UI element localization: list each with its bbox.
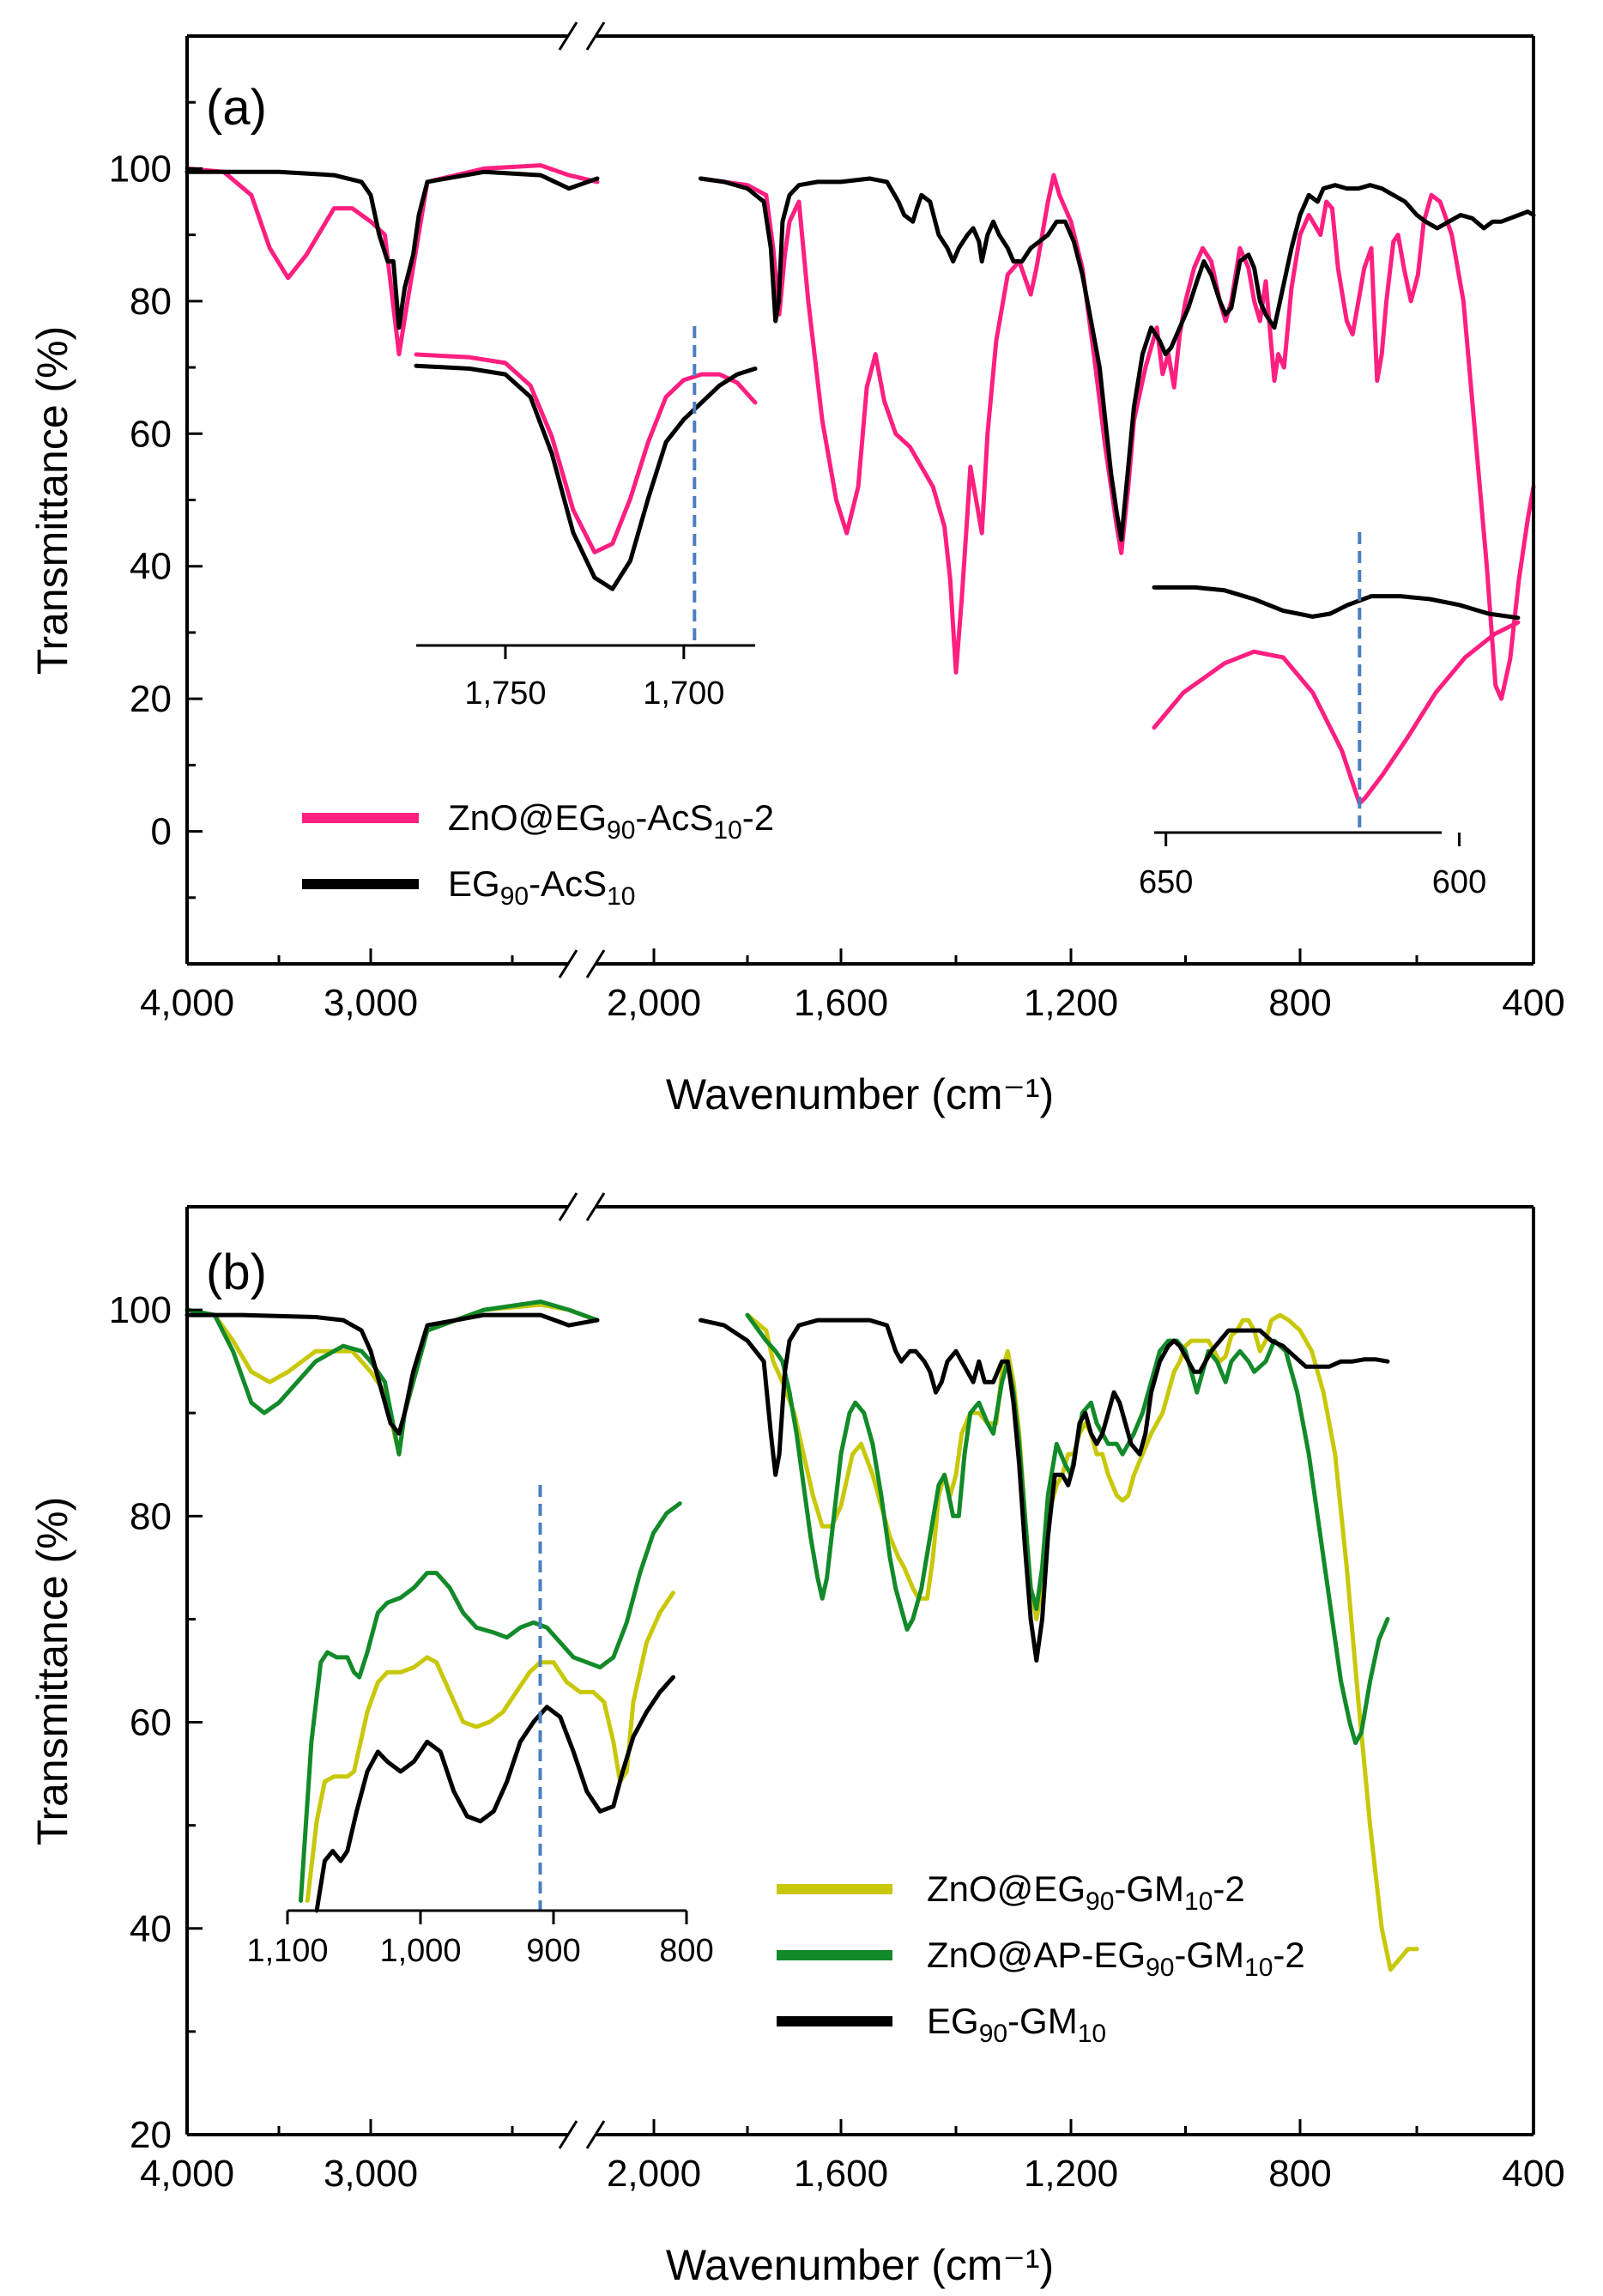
panel-a: 1,750 1,700 650 600 0 20 40 60 80 100 4,000 3,000…: [28, 21, 1565, 1118]
x-tick-label: 4,000: [140, 982, 234, 1024]
x-tick-label: 800: [1268, 982, 1331, 1024]
series-line: [184, 1299, 600, 1457]
x-tick-label: 1,200: [1024, 982, 1118, 1024]
x-axis-label: Wavenumber (cm⁻¹): [666, 2241, 1054, 2289]
x-tick-label: 1,600: [794, 2153, 888, 2195]
x-tick-label: 800: [1268, 2153, 1331, 2195]
series-line: [699, 176, 1536, 542]
panel-b: 1,100 1,000 900 800 20 40 60 80 100 4,000 3,000 2…: [28, 1192, 1565, 2289]
x-tick-label: 4,000: [140, 2153, 234, 2195]
panel-label: (a): [206, 80, 267, 136]
y-axis-label: Transmittance (%): [28, 326, 76, 675]
legend-entry: ZnO@AP-EG90-GM10-2: [927, 1935, 1305, 1982]
inset-x-tick-label: 900: [526, 1933, 580, 1969]
y-tick-label: 20: [130, 2114, 172, 2156]
legend-entry: ZnO@EG90-AcS10-2: [448, 797, 774, 845]
series-line: [184, 163, 600, 357]
panel-label: (b): [206, 1245, 267, 1300]
inset-x-tick-label: 1,100: [246, 1933, 328, 1969]
inset-series-line: [314, 1675, 675, 1913]
y-tick-label: 100: [109, 148, 172, 190]
x-tick-label: 1,600: [794, 982, 888, 1024]
axis-break-bottom: [558, 2120, 606, 2149]
x-tick-label: 2,000: [607, 2153, 701, 2195]
x-axis-label: Wavenumber (cm⁻¹): [666, 1070, 1054, 1118]
x-tick-label: 400: [1502, 982, 1564, 1024]
inset-series-line: [1152, 620, 1521, 806]
inset-x-tick-label: 600: [1432, 864, 1486, 900]
series-line: [184, 169, 600, 330]
inset-series-line: [414, 352, 758, 554]
y-tick-label: 80: [130, 281, 172, 323]
series-line: [699, 173, 1536, 701]
axis-break-bottom: [558, 949, 606, 978]
y-tick-label: 20: [130, 678, 172, 720]
axis-break-top: [558, 21, 606, 51]
series-line: [184, 1302, 600, 1457]
inset-chart: 1,750 1,700: [409, 318, 762, 712]
inset-series-line: [305, 1590, 675, 1903]
y-tick-label: 0: [151, 811, 172, 853]
inset-x-tick-label: 1,700: [643, 675, 724, 712]
x-tick-label: 3,000: [324, 982, 418, 1024]
inset-background: [1147, 524, 1449, 836]
axis-break-top: [558, 1192, 606, 1221]
legend-entry: ZnO@EG90-GM10-2: [927, 1869, 1245, 1916]
series-line: [699, 1318, 1390, 1663]
x-tick-label: 400: [1502, 2153, 1564, 2195]
y-tick-label: 40: [130, 546, 172, 588]
y-tick-label: 60: [130, 413, 172, 455]
inset-background: [281, 1476, 693, 1914]
inset-x-tick-label: 1,750: [464, 675, 546, 712]
y-tick-label: 80: [130, 1495, 172, 1537]
inset-chart: 1,100 1,000 900 800: [246, 1476, 714, 1969]
inset-series-line: [1152, 585, 1521, 621]
legend: ZnO@EG90-GM10-2 ZnO@AP-EG90-GM10-2 EG90-…: [777, 1869, 1305, 2048]
series-line: [184, 1312, 600, 1436]
legend-entry: EG90-GM10: [927, 2001, 1106, 2048]
legend: ZnO@EG90-AcS10-2 EG90-AcS10: [302, 797, 774, 911]
inset-chart: 650 600: [1139, 524, 1521, 900]
inset-x-tick-label: 1,000: [379, 1933, 461, 1969]
legend-entry: EG90-AcS10: [448, 863, 635, 911]
series-line: [745, 1312, 1419, 1972]
y-tick-label: 100: [109, 1289, 172, 1331]
inset-x-tick-label: 800: [659, 1933, 713, 1969]
x-tick-label: 1,200: [1024, 2153, 1118, 2195]
y-axis-label: Transmittance (%): [28, 1497, 76, 1846]
y-tick-label: 40: [130, 1908, 172, 1950]
y-tick-label: 60: [130, 1702, 172, 1744]
inset-series-line: [299, 1501, 682, 1903]
x-tick-label: 3,000: [324, 2153, 418, 2195]
inset-x-tick-label: 650: [1139, 864, 1193, 900]
inset-series-line: [414, 363, 758, 591]
series-line: [745, 1312, 1390, 1746]
x-tick-label: 2,000: [607, 982, 701, 1024]
